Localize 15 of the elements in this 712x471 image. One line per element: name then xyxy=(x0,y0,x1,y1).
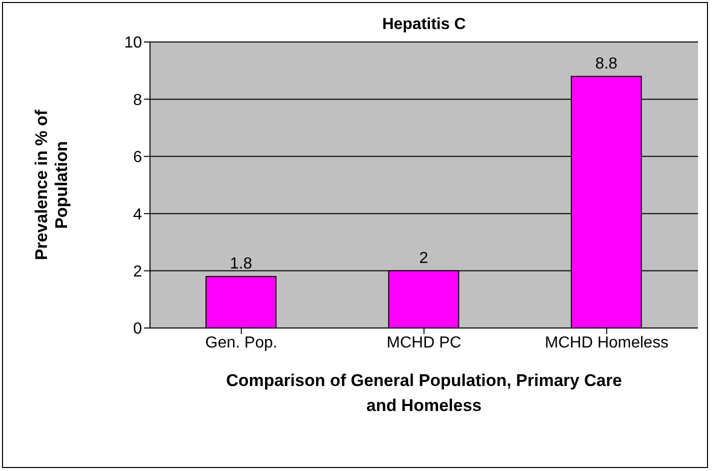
y-tick-label: 4 xyxy=(133,206,142,224)
y-axis-title: Prevalence in % of Population xyxy=(32,108,72,262)
data-label: 8.8 xyxy=(595,55,618,72)
x-tick-label: MCHD Homeless xyxy=(544,334,668,352)
chart-title: Hepatitis C xyxy=(381,16,467,34)
data-label: 1.8 xyxy=(230,256,252,273)
x-axis-title: Comparison of General Population, Primary Care and Homeless xyxy=(225,370,623,417)
data-label: 2 xyxy=(419,250,428,267)
y-tick-label: 6 xyxy=(133,149,142,166)
y-tick-label: 8 xyxy=(133,92,142,109)
y-tick-label: 10 xyxy=(124,34,142,52)
x-tick-label: MCHD PC xyxy=(386,334,462,352)
y-tick-label: 2 xyxy=(133,263,142,280)
x-tick-label: Gen. Pop. xyxy=(205,334,278,352)
y-tick-label: 0 xyxy=(133,320,142,338)
